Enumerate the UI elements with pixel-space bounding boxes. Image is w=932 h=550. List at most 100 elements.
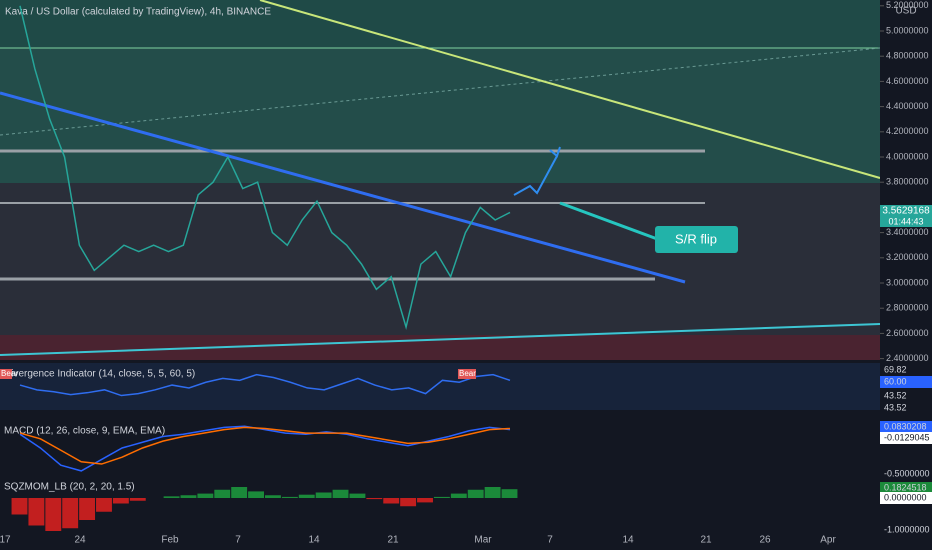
scale-label: -0.0129045 [884,432,930,442]
y-tick-label: 2.4000000 [886,353,929,363]
y-tick-label: 4.2000000 [886,126,929,136]
histogram-bar [62,498,79,529]
scale-label: -0.5000000 [884,468,930,478]
y-tick-label: 4.8000000 [886,51,929,61]
rsi-line [19,373,511,397]
scale-tag [880,402,932,414]
scale-label: 69.82 [884,364,907,374]
indicator-title: Divergence Indicator (14, close, 5, 5, 6… [4,369,195,380]
scale-tag [880,482,932,494]
histogram-bar [11,498,28,515]
scale-label: 60.00 [884,376,907,386]
x-tick-label: 26 [759,535,771,546]
x-tick-label: Feb [161,535,179,546]
scale-label: 43.52 [884,390,907,400]
histogram-bar [383,498,400,504]
trendline [0,91,686,284]
histogram-bar [366,498,383,500]
arrow [513,155,558,196]
histogram-bar [281,496,298,498]
histogram-bar [450,493,467,498]
y-tick-label: 4.4000000 [886,101,929,111]
scale-label: 43.52 [884,402,907,412]
indicator-title: SQZMOM_LB (20, 2, 20, 1.5) [4,482,135,493]
x-tick-label: 7 [235,535,241,546]
y-tick-label: 3.4000000 [886,227,929,237]
histogram-bar [79,498,96,520]
price-axis [880,0,932,550]
countdown: 01:44:43 [888,216,923,226]
y-tick-label: 3.2000000 [886,252,929,262]
zone [0,0,880,48]
currency: USD [895,6,916,17]
x-tick-label: Mar [474,535,492,546]
y-tick-label: 2.8000000 [886,303,929,313]
trendline [259,0,881,179]
x-tick-label: 14 [308,535,320,546]
histogram-bar [214,489,231,498]
scale-tag [880,364,932,376]
arrow-head [549,146,561,158]
tag [0,369,12,379]
y-tick-label: 5.0000000 [886,25,929,35]
scale-tag [880,376,932,388]
callout [655,226,738,253]
histogram-bar [197,493,214,498]
pane [0,363,880,410]
symbol-title: Kava / US Dollar (calculated by TradingV… [5,7,271,18]
histogram-bar [400,498,417,507]
scale-tag [880,468,932,480]
y-tick-label: 4.0000000 [886,151,929,161]
trendline [0,323,881,356]
tag [458,369,476,379]
x-tick-label: 14 [622,535,634,546]
y-tick-label: 5.2000000 [886,0,929,10]
histogram-bar [28,498,45,526]
indicator-title: MACD (12, 26, close, 9, EMA, EMA) [4,426,165,437]
histogram-bar [467,489,484,498]
histogram-bar [298,494,315,498]
y-tick-label: 4.6000000 [886,76,929,86]
histogram-bar [112,498,129,504]
scale-label: 0.1824518 [884,482,927,492]
x-tick-label: 21 [700,535,712,546]
signal-line [19,426,511,465]
scale-tag [880,432,932,444]
histogram-bar [501,489,518,498]
price-line [19,5,511,331]
histogram-bar [163,496,180,498]
scale-tag [880,492,932,504]
scale-tag [880,421,932,433]
scale-tag [880,524,932,536]
histogram-bar [349,493,366,498]
histogram-bar [433,496,450,498]
histogram-bar [96,498,112,512]
y-tick-label: 3.8000000 [886,177,929,187]
last-price: 3.5629168 [882,206,930,217]
x-tick-label: 7 [547,535,553,546]
tag-label: Bear [1,369,18,378]
callout-line [559,201,661,242]
histogram-bar [265,495,281,498]
x-tick-label: 21 [387,535,399,546]
y-tick-label: 3.0000000 [886,277,929,287]
scale-label: 0.0000000 [884,492,927,502]
histogram-bar [417,498,433,503]
x-tick-label: 17 [0,535,11,546]
histogram-bar [45,498,62,531]
histogram-bar [315,492,332,498]
y-tick-label: 2.6000000 [886,328,929,338]
macd-line [19,425,511,472]
histogram-bar [129,498,146,501]
last-price-tag [880,205,932,227]
scale-label: 0.0830208 [884,421,927,431]
zone [0,48,880,183]
histogram-bar [332,489,349,498]
histogram-bar [180,495,197,498]
x-tick-label: 24 [74,535,86,546]
histogram-bar [248,491,264,498]
tag-label: Bear [459,369,476,378]
histogram-bar [484,487,501,498]
scale-tag [880,390,932,402]
